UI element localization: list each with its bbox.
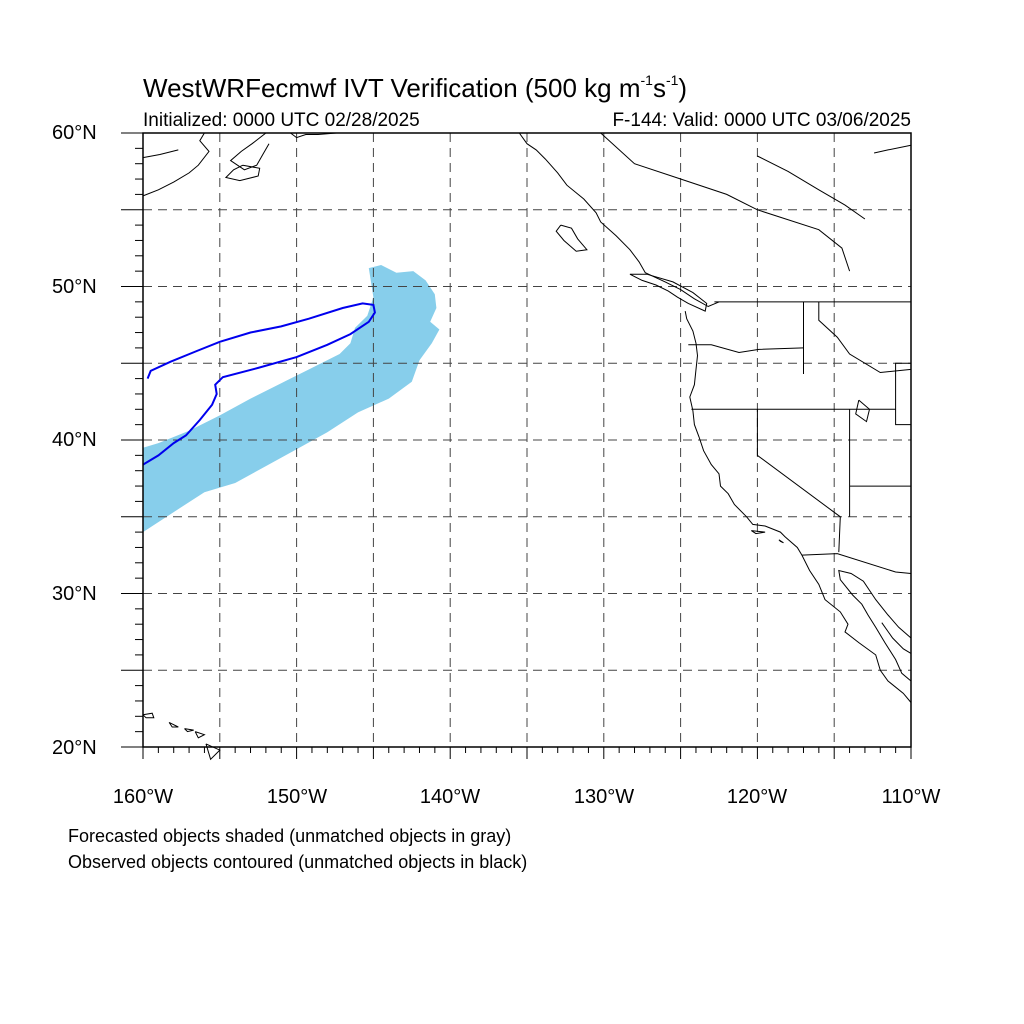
boundary-line	[895, 362, 911, 426]
boundary-line	[855, 399, 871, 423]
island-outline	[224, 164, 261, 182]
lon-label-130w: 130°W	[573, 786, 635, 808]
coastline	[142, 149, 179, 159]
coastline	[881, 622, 912, 654]
island-outline	[778, 539, 784, 544]
lat-label-30n: 30°N	[52, 583, 97, 605]
lat-label-20n: 20°N	[52, 737, 97, 759]
boundary-line	[818, 301, 912, 374]
coastline	[142, 132, 210, 197]
lon-label-120w: 120°W	[726, 786, 788, 808]
forecast-object-shade	[143, 265, 440, 533]
lon-label-110w: 110°W	[881, 786, 941, 808]
lat-label-50n: 50°N	[52, 276, 97, 298]
figure-title: WestWRFecmwf IVT Verification (500 kg m-…	[143, 72, 688, 103]
legend-note-observed: Observed objects contoured (unmatched ob…	[68, 852, 528, 872]
lat-label-40n: 40°N	[52, 429, 97, 451]
valid-time: F-144: Valid: 0000 UTC 03/06/2025	[612, 110, 911, 131]
island-outline	[205, 743, 221, 761]
coastline	[229, 132, 270, 171]
lon-label-160w: 160°W	[112, 786, 174, 808]
boundary-line	[873, 144, 912, 154]
legend-note-forecast: Forecasted objects shaded (unmatched obj…	[68, 826, 512, 846]
island-outline	[194, 731, 206, 739]
island-outline	[142, 712, 155, 719]
lon-label-140w: 140°W	[419, 786, 481, 808]
boundary-line	[600, 132, 851, 272]
coastline	[518, 132, 720, 308]
boundary-line	[756, 409, 841, 553]
island-outline	[751, 530, 766, 535]
island-outline	[168, 721, 179, 728]
island-outline	[629, 273, 708, 312]
lon-label-150w: 150°W	[266, 786, 328, 808]
initialized-time: Initialized: 0000 UTC 02/28/2025	[143, 110, 420, 131]
lat-label-60n: 60°N	[52, 122, 97, 144]
boundary-line	[688, 344, 804, 354]
island-outline	[555, 224, 588, 252]
boundary-line	[757, 155, 866, 220]
coastline	[838, 569, 912, 682]
island-outline	[184, 728, 194, 733]
boundary-line	[801, 553, 912, 574]
observed-object-contour	[142, 302, 376, 466]
coastline	[290, 132, 337, 139]
coastline	[684, 311, 912, 703]
